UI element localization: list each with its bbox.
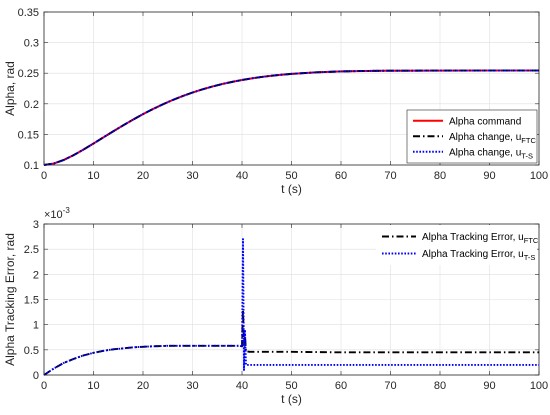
y-tick-label: 1.5 xyxy=(24,295,39,307)
y-tick-label: 3 xyxy=(33,219,39,231)
x-tick-label: 40 xyxy=(236,380,248,392)
error-plot-grid xyxy=(43,223,540,376)
x-tick-label: 60 xyxy=(335,380,347,392)
x-tick-label: 70 xyxy=(384,380,396,392)
legend-box xyxy=(376,225,537,265)
x-tick-label: 90 xyxy=(483,170,495,182)
x-tick-label: 0 xyxy=(41,170,47,182)
y-tick-label: 1 xyxy=(33,320,39,332)
x-tick-label: 90 xyxy=(483,380,495,392)
x-tick-label: 100 xyxy=(530,170,548,182)
error-plot-ylabel: Alpha Tracking Error, rad xyxy=(3,233,17,366)
error-plot-lines xyxy=(43,238,539,376)
y-tick-label: 0.35 xyxy=(18,7,39,19)
y-tick-label: 0.5 xyxy=(24,345,39,357)
alpha-plot-xlabel: t (s) xyxy=(281,182,302,196)
error-plot-y-multiplier: ×10-3 xyxy=(44,206,70,221)
x-tick-label: 60 xyxy=(335,170,347,182)
x-tick-label: 50 xyxy=(285,380,297,392)
x-tick-label: 10 xyxy=(87,380,99,392)
series-line-1 xyxy=(43,238,539,376)
alpha-plot-lines xyxy=(43,69,539,166)
x-tick-label: 20 xyxy=(137,380,149,392)
x-tick-label: 30 xyxy=(186,380,198,392)
x-tick-label: 0 xyxy=(41,380,47,392)
x-tick-label: 20 xyxy=(137,170,149,182)
alpha-plot-yticks: 0.1 0.15 0.2 0.25 0.3 0.35 xyxy=(18,7,539,172)
legend-label-0: Alpha command xyxy=(449,116,521,127)
legend-label-1: Alpha change, uFTC xyxy=(449,132,536,145)
alpha-plot-legend: Alpha command Alpha change, uFTC Alpha cha… xyxy=(406,109,538,164)
x-tick-label: 10 xyxy=(87,170,99,182)
legend-label-0: Alpha Tracking Error, uFTC xyxy=(422,232,539,245)
x-tick-label: 80 xyxy=(434,170,446,182)
x-tick-label: 100 xyxy=(530,380,548,392)
series-line-2 xyxy=(43,69,539,166)
error-plot: 0 10 20 30 40 50 60 70 80 90 100 0 0.5 1 1.5 2 2.5 3 t (… xyxy=(3,206,548,406)
y-tick-label: 2.5 xyxy=(24,244,39,256)
error-plot-xlabel: t (s) xyxy=(281,392,302,406)
error-plot-xticks: 0 10 20 30 40 50 60 70 80 90 100 xyxy=(41,224,548,392)
x-tick-label: 30 xyxy=(186,170,198,182)
x-tick-label: 70 xyxy=(384,170,396,182)
y-tick-label: 0.15 xyxy=(18,129,39,141)
x-tick-label: 40 xyxy=(236,170,248,182)
y-tick-label: 0.25 xyxy=(18,68,39,80)
error-plot-yticks: 0 0.5 1 1.5 2 2.5 3 xyxy=(24,219,539,382)
y-tick-label: 0.1 xyxy=(24,160,39,172)
alpha-plot: 0 10 20 30 40 50 60 70 80 90 100 0.1 0.15 0.2 0.25 0.3… xyxy=(3,7,548,196)
y-tick-label: 2 xyxy=(33,269,39,281)
x-tick-label: 50 xyxy=(285,170,297,182)
y-tick-label: 0.3 xyxy=(24,38,39,50)
y-tick-label: 0.2 xyxy=(24,99,39,111)
legend-label-1: Alpha Tracking Error, uT-S xyxy=(422,249,535,262)
error-plot-legend: Alpha Tracking Error, uFTC Alpha Tracking… xyxy=(376,225,539,265)
x-tick-label: 80 xyxy=(434,380,446,392)
alpha-plot-xticks: 0 10 20 30 40 50 60 70 80 90 100 xyxy=(41,12,548,182)
legend-label-2: Alpha change, uT-S xyxy=(449,147,533,160)
alpha-plot-ylabel: Alpha, rad xyxy=(3,61,17,116)
y-tick-label: 0 xyxy=(33,370,39,382)
